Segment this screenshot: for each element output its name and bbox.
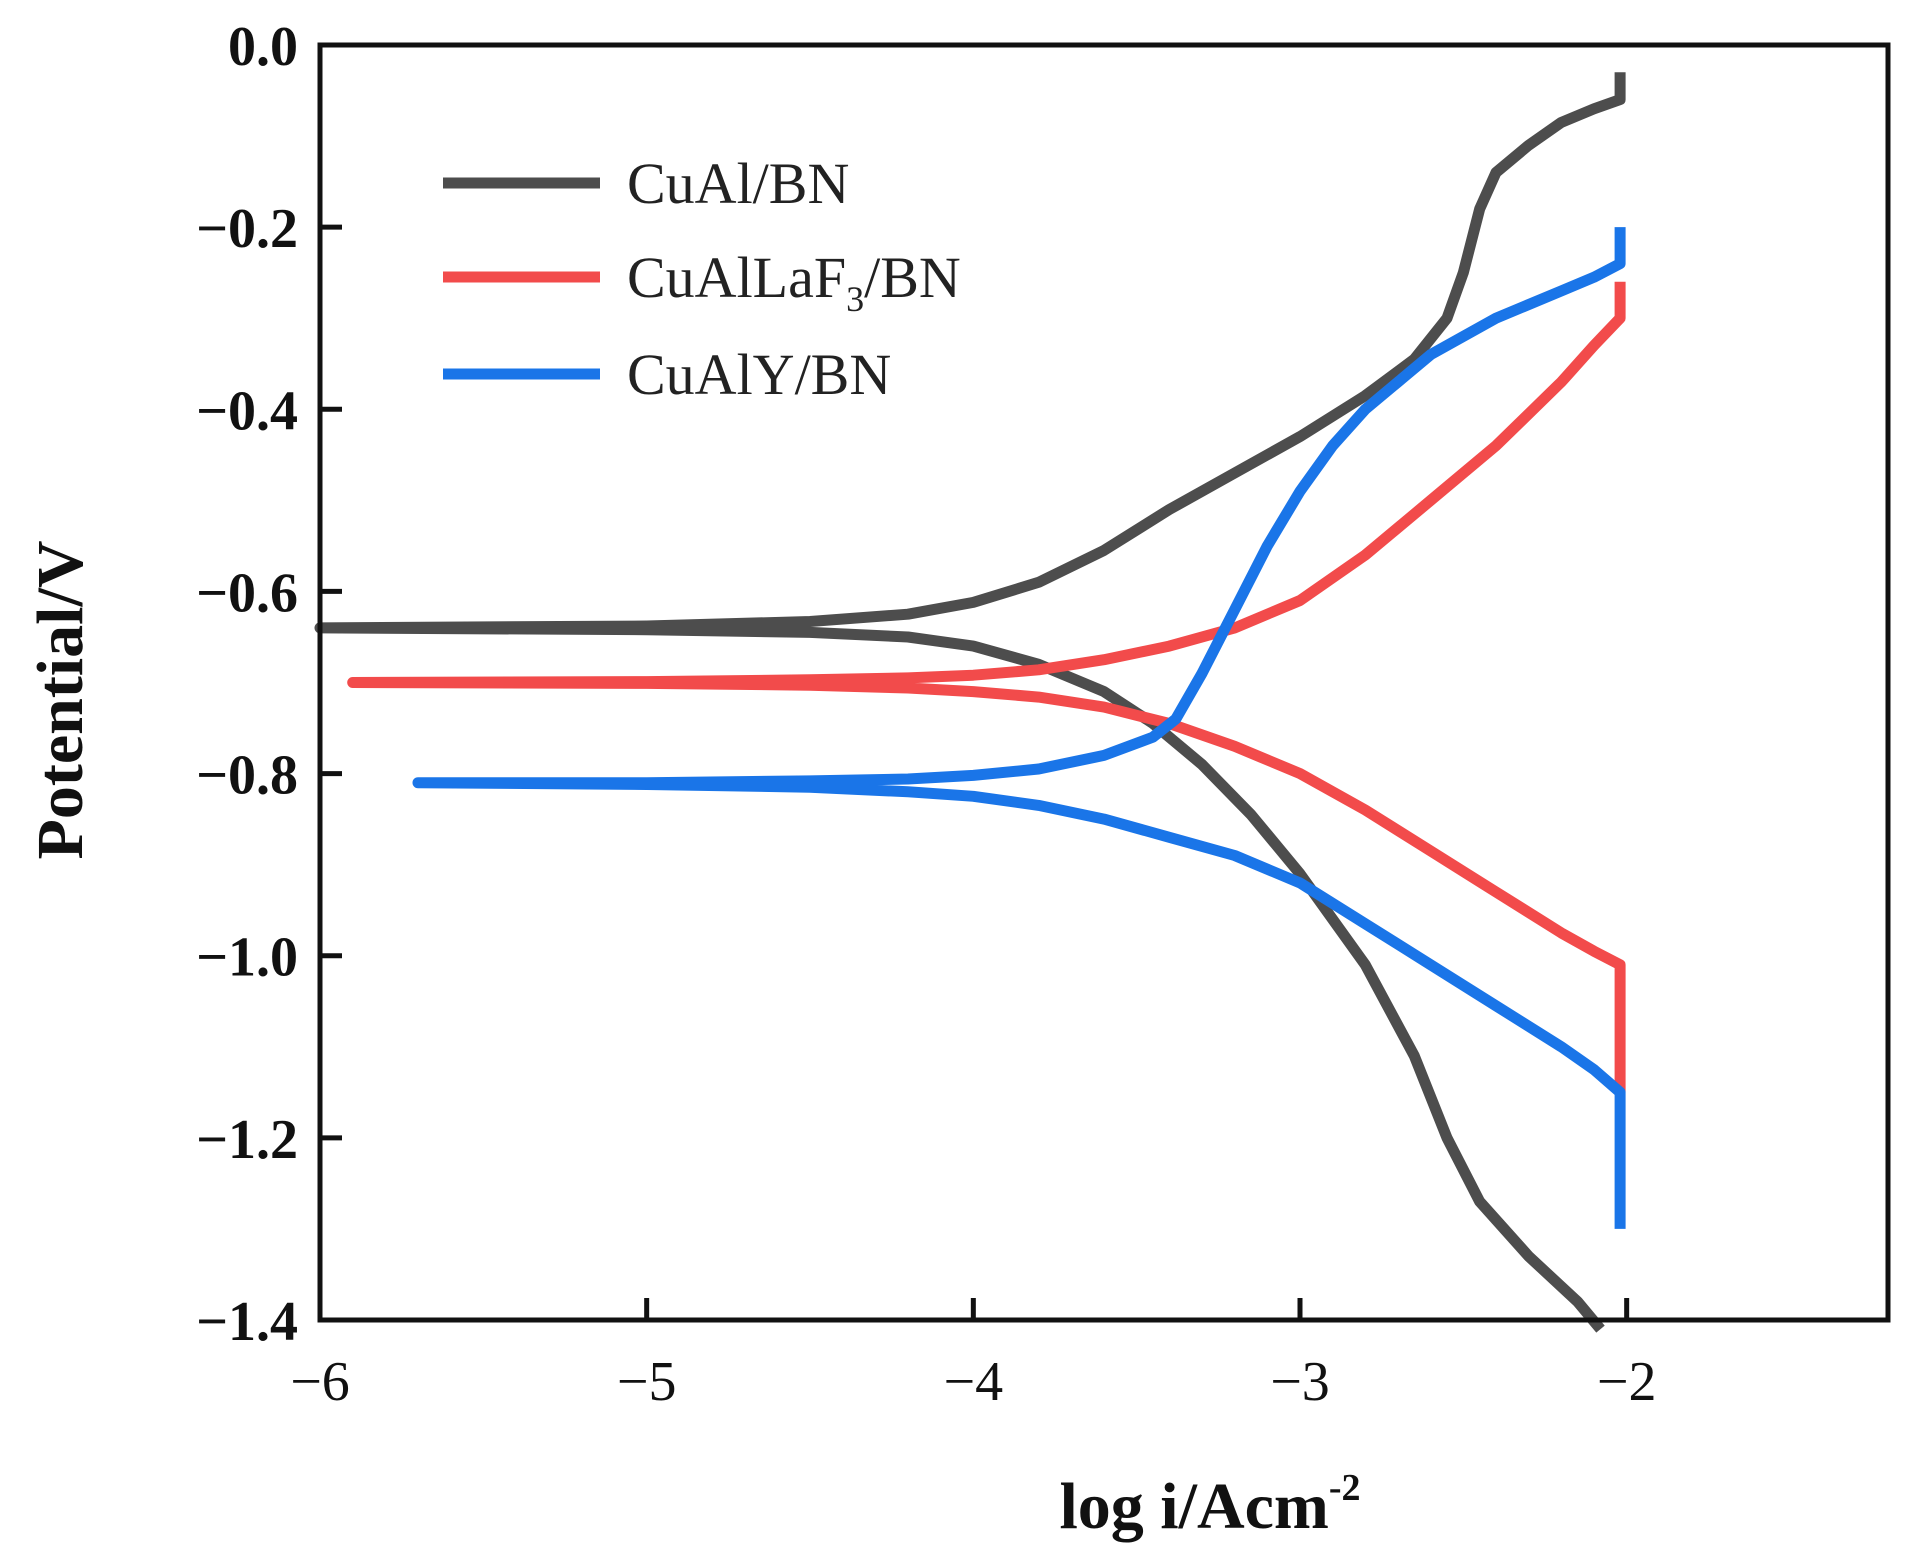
legend-label-main: CuAlLaF [627, 245, 846, 310]
y-tick-label: −0.4 [196, 380, 298, 442]
plot-frame [317, 42, 1891, 1323]
y-tick-label: −1.4 [196, 1291, 298, 1353]
x-axis-title-superscript: -2 [1329, 1467, 1361, 1509]
legend-label: CuAlLaF3/BN [627, 245, 961, 319]
x-axis-title: log i/Acm-2 [1059, 1467, 1360, 1543]
y-tick-label: −0.6 [196, 562, 298, 624]
x-axis-title-main: log i/Acm [1059, 1470, 1328, 1543]
x-tick-label: −6 [290, 1351, 350, 1413]
series-line-cual-bn [314, 72, 1626, 1333]
y-tick-label: −0.8 [196, 745, 298, 807]
legend-label-main: CuAl/BN [627, 151, 849, 216]
y-tick-label: −0.2 [196, 198, 298, 260]
legend-label-tail: /BN [864, 245, 961, 310]
legend-label-main: CuAlY/BN [627, 342, 891, 407]
curves-layer [314, 72, 1626, 1333]
legend-label: CuAlY/BN [627, 342, 891, 407]
x-tick-label: −5 [617, 1351, 677, 1413]
legend-label-subscript: 3 [846, 279, 864, 319]
legend-label: CuAl/BN [627, 151, 849, 216]
y-tick-label: 0.0 [228, 16, 298, 78]
x-tick-label: −4 [944, 1351, 1004, 1413]
x-axis: −6 −5 −4 −3 −2 [290, 1298, 1656, 1413]
series-line-cualy-bn [412, 227, 1626, 1229]
y-axis: 0.0 −0.2 −0.4 −0.6 −0.8 −1.0 −1.2 −1.4 [196, 16, 342, 1353]
x-tick-label: −2 [1597, 1351, 1657, 1413]
y-axis-title: Potential/V [24, 541, 97, 860]
legend: CuAl/BN CuAlLaF3/BN CuAlY/BN [443, 151, 961, 407]
y-tick-label: −1.0 [196, 927, 298, 989]
series-line-cuallaf3-bn [347, 281, 1626, 1093]
y-tick-label: −1.2 [196, 1109, 298, 1171]
x-tick-label: −3 [1270, 1351, 1330, 1413]
